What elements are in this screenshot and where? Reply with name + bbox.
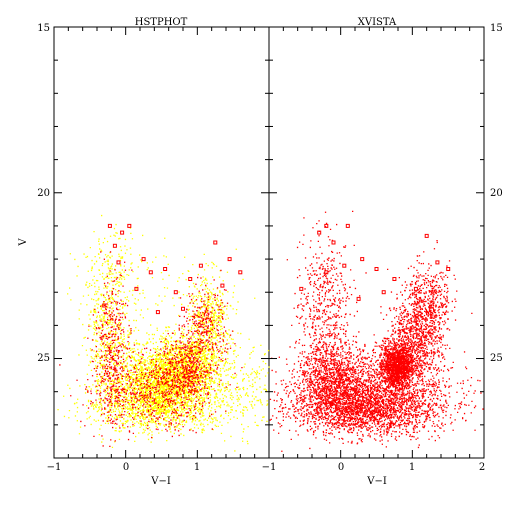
bright-star-marker [227,257,232,262]
x-tick-label-right-2: 2 [479,462,485,473]
bright-star-marker [102,303,107,308]
bright-star-marker [116,260,121,265]
x-tick-label-right-0: 0 [338,462,344,473]
left-panel-title: HSTPHOT [135,17,188,28]
y-tick-label-right-25: 25 [490,353,503,364]
x-tick-label-left-1: 1 [194,462,200,473]
bright-star-marker [324,270,329,275]
x-tick-label-left-m1: −1 [47,462,62,473]
x-tick-label-left-0: 0 [123,462,129,473]
bright-star-marker [181,306,185,311]
x-tick-label-right-m1: −1 [262,462,277,473]
y-tick-label-right-15: 15 [490,23,503,34]
bright-star-marker [331,240,336,245]
bright-star-marker [360,257,365,262]
data-point-cloud [380,260,473,413]
bright-star-marker [141,257,146,262]
bright-star-marker [188,277,193,281]
bright-star-marker [342,263,347,268]
bright-star-marker [446,267,451,271]
bright-star-marker [413,286,418,291]
data-point-cloud [80,214,137,440]
bright-star-marker [173,290,178,295]
data-point-cloud [400,240,458,358]
data-point-cloud [57,369,254,443]
bright-star-marker [317,230,322,235]
bright-star-marker [155,310,160,315]
data-point-cloud [178,248,256,385]
x-axis-label-left: V−I [150,476,171,487]
bright-star-marker [112,243,117,248]
data-point-cloud [269,335,484,449]
bright-star-marker [148,270,153,275]
bright-star-marker [299,286,304,291]
y-tick-label-left-15: 15 [37,23,50,34]
data-point-cloud [172,269,236,412]
y-tick-label-right-20: 20 [490,188,503,199]
bright-star-marker [213,240,218,245]
bright-star-marker [392,277,397,281]
bright-star-marker [198,263,203,268]
right-panel-points [269,210,484,452]
data-point-cloud [367,328,427,409]
bright-star-marker [435,260,440,265]
bright-star-marker [424,233,429,238]
bright-star-marker [345,223,350,228]
left-panel-points [57,214,270,452]
bright-star-marker [324,223,329,228]
y-tick-label-left-25: 25 [37,353,50,364]
y-axis-label: V [18,238,29,247]
bright-star-marker [356,296,361,301]
axis-ticks [53,26,485,459]
bright-star-marker [238,270,243,275]
data-point-cloud [59,347,243,439]
x-tick-label-right-1: 1 [409,462,415,473]
bright-star-marker [134,286,139,291]
data-point-cloud [67,227,192,356]
y-tick-label-left-20: 20 [37,188,50,199]
bright-star-marker [220,283,225,288]
bright-star-marker [120,230,125,235]
right-panel-frame [268,26,485,459]
bright-star-marker [163,267,168,271]
bright-star-marker [127,223,132,228]
data-point-cloud [142,324,227,409]
bright-star-marker [107,223,112,228]
bright-star-marker [381,290,386,295]
bright-star-marker [374,267,379,271]
right-panel-title: XVISTA [358,17,397,28]
x-axis-label-right: V−I [366,476,387,487]
